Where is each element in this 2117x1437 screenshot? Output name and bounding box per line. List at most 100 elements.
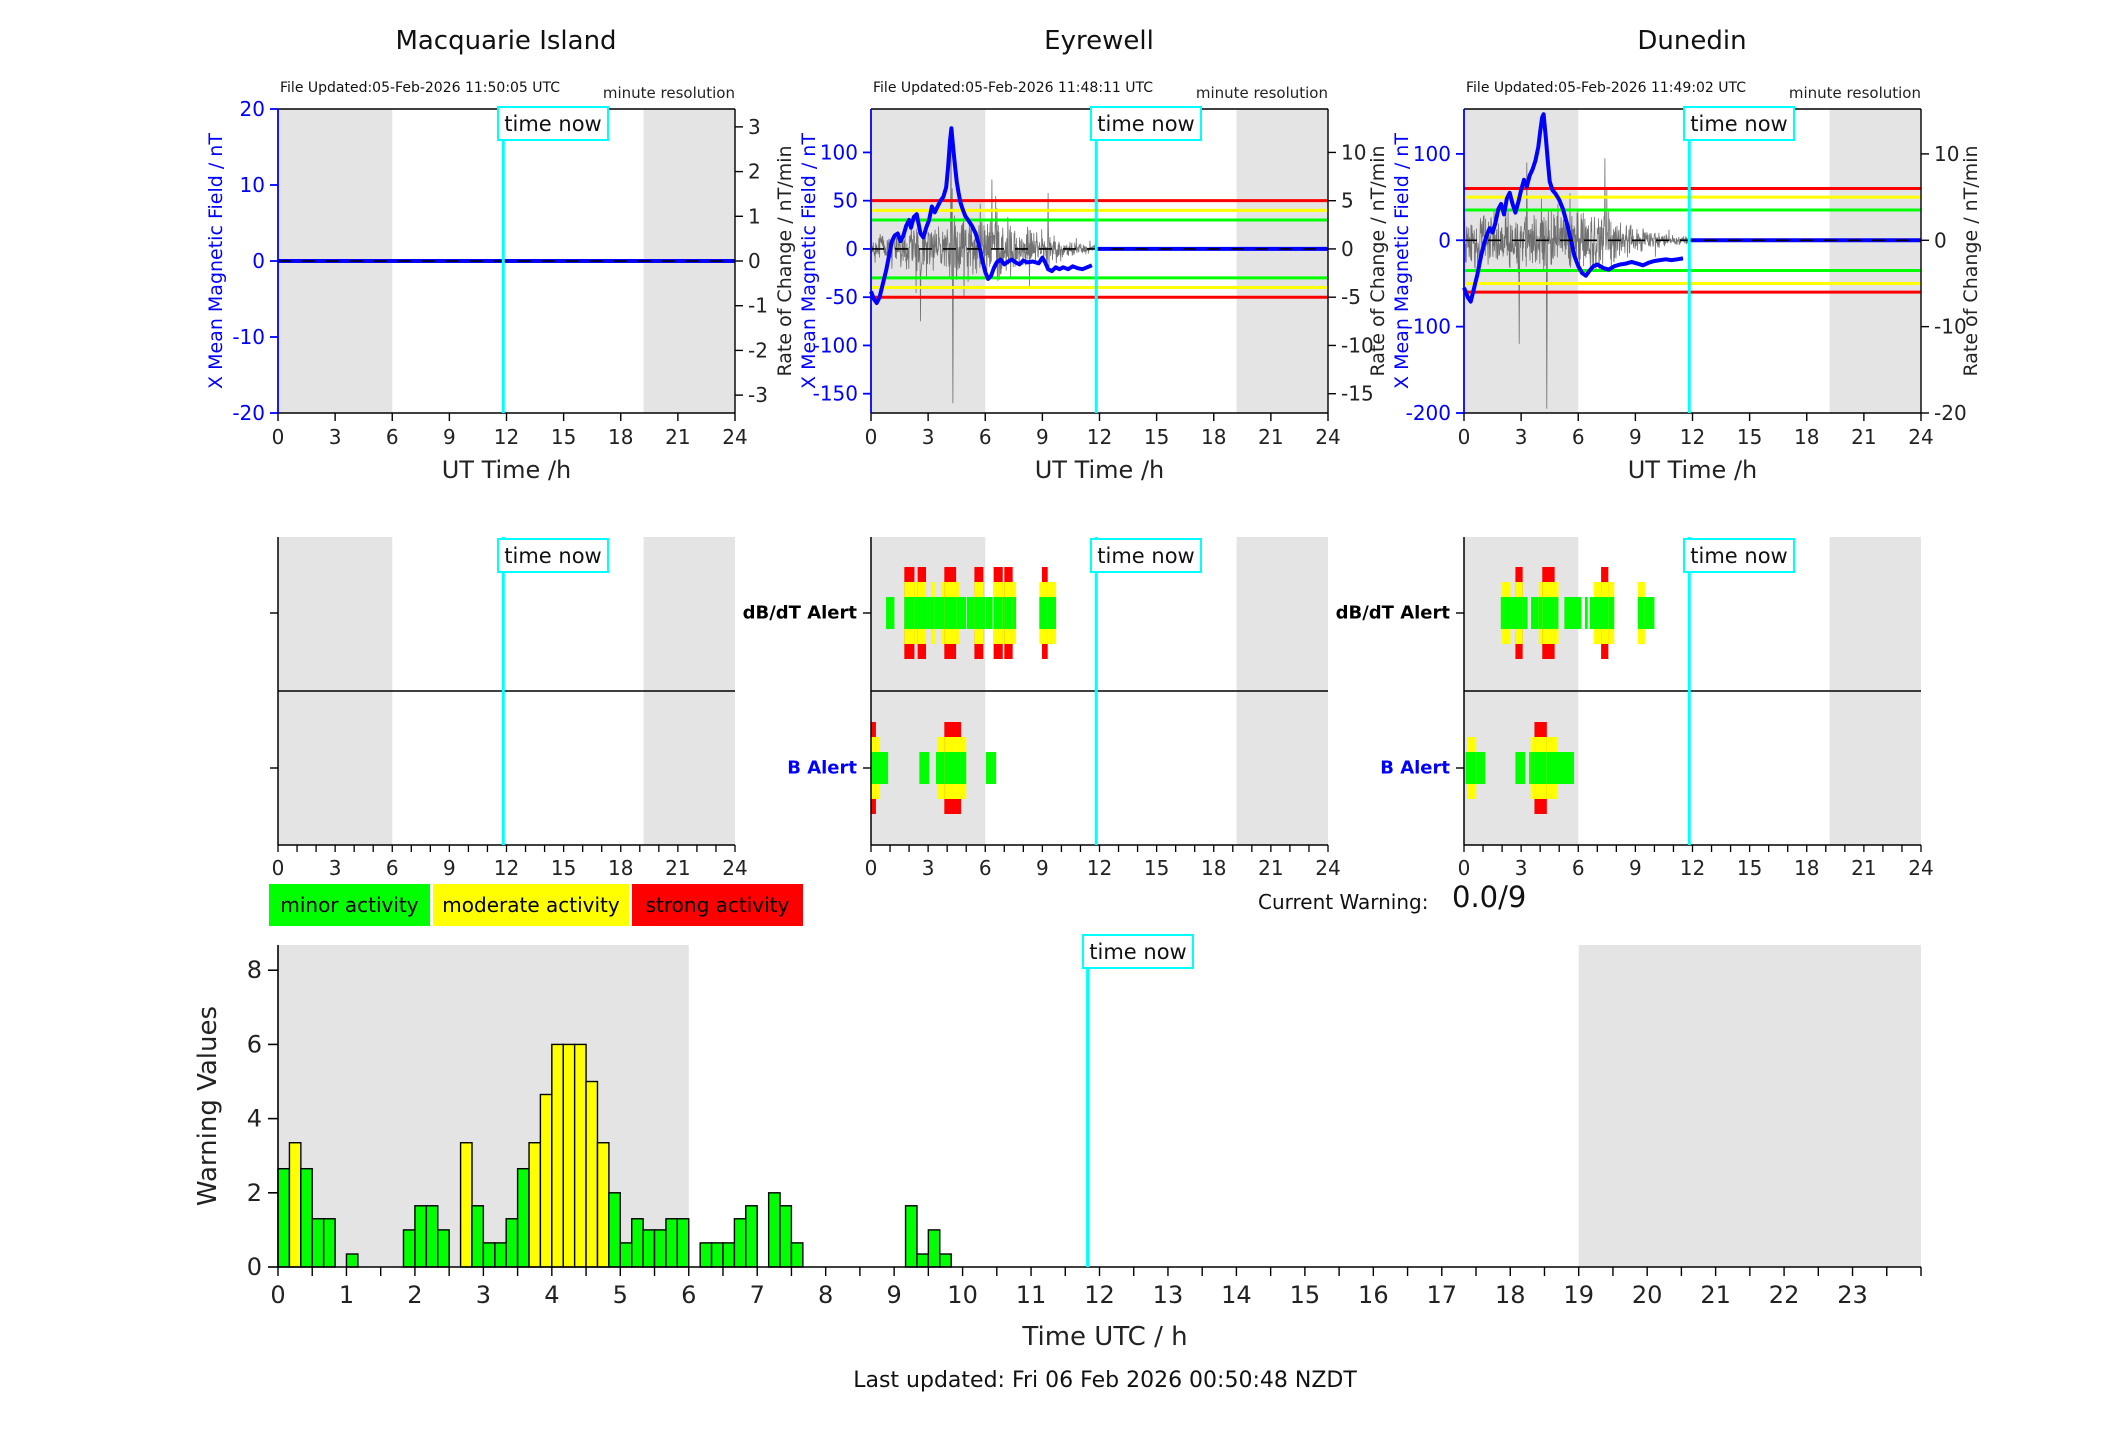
svg-text:6: 6 [247,1030,262,1058]
svg-text:3: 3 [1515,425,1528,449]
svg-text:12: 12 [1084,1281,1115,1309]
alert-bar-minor [993,597,1003,629]
warning-bar [414,1205,428,1268]
current-warning-label: Current Warning: [1258,890,1429,914]
warning-bar [471,1205,485,1268]
warning-bar [939,1253,952,1268]
alert-bar-minor [1554,597,1559,629]
time-now-box: time now [1090,538,1202,573]
alert-bar-minor [1538,597,1543,629]
warning-bar [551,1043,564,1268]
svg-text:9: 9 [886,1281,901,1309]
svg-text:0: 0 [1438,228,1451,252]
alert-bar-minor [1041,597,1048,629]
alert-bar-minor [1564,597,1582,629]
svg-text:21: 21 [1851,425,1876,449]
alert-bar-minor [1644,597,1655,629]
alert-bar-minor [1608,597,1615,629]
svg-text:18: 18 [1794,425,1819,449]
svg-text:24: 24 [722,425,747,449]
svg-text:20: 20 [240,97,265,121]
svg-text:15: 15 [1737,425,1762,449]
file-updated-dunedin: File Updated:05-Feb-2026 11:49:02 UTC [1466,80,1747,96]
svg-text:15: 15 [1144,856,1169,880]
svg-text:10: 10 [1341,140,1366,164]
svg-text:0: 0 [272,856,285,880]
time-now-box: time now [1082,934,1194,969]
svg-text:3: 3 [922,856,935,880]
svg-text:12: 12 [494,856,519,880]
alert-bar-minor [1515,597,1523,629]
svg-text:22: 22 [1769,1281,1800,1309]
b-alert-label: B Alert [1380,757,1450,779]
svg-text:21: 21 [1700,1281,1731,1309]
svg-text:9: 9 [443,856,456,880]
warning-bar [596,1142,610,1268]
warning-bar [699,1242,713,1268]
warning-bar [585,1080,599,1268]
svg-text:10: 10 [240,173,265,197]
svg-text:19: 19 [1563,1281,1594,1309]
svg-text:-150: -150 [813,382,858,406]
alert-bar-minor [1601,597,1609,629]
svg-text:12: 12 [1087,425,1112,449]
alert-bar-minor [1542,597,1555,629]
minute-resolution-label: minute resolution [602,84,735,102]
warning-bar [631,1218,644,1268]
svg-text:12: 12 [1680,856,1705,880]
warning-bar [619,1242,633,1268]
warning-bar [653,1229,667,1268]
alert-bar-minor [919,752,930,784]
svg-text:18: 18 [1495,1281,1526,1309]
svg-text:9: 9 [443,425,456,449]
right-axis-label: Rate of Change / nT/min [1367,145,1389,376]
svg-text:17: 17 [1427,1281,1458,1309]
warning-bar [562,1043,576,1268]
warning-bar [676,1218,690,1268]
alert-bar-minor [871,752,876,784]
warning-bar [277,1167,291,1268]
svg-text:23: 23 [1837,1281,1868,1309]
svg-text:15: 15 [1144,425,1169,449]
warning-bar [790,1242,804,1268]
warning-bar [642,1229,656,1268]
warning-bar [322,1218,336,1268]
legend-minor-activity: minor activity [269,884,430,926]
warning-bar [482,1242,496,1268]
db-dt-alert-label: dB/dT Alert [742,602,857,624]
svg-text:-15: -15 [1341,382,1374,406]
alert-bar-minor [974,597,984,629]
station-title-dunedin: Dunedin [1637,26,1747,56]
right-axis-label: Rate of Change / nT/min [1960,145,1982,376]
svg-text:3: 3 [329,856,342,880]
svg-text:-10: -10 [1341,333,1374,357]
db-dt-alert-label: dB/dT Alert [1335,602,1450,624]
alert-bar-minor [1012,597,1017,629]
alert-bar-minor [904,597,915,629]
rate-of-change-noise-trace [1463,158,1690,409]
svg-text:3: 3 [922,425,935,449]
alert-bar-minor [1584,597,1588,629]
left-axis-label: X Mean Magnetic Field / nT [205,133,227,389]
alert-bar-minor [1589,597,1594,629]
alert-bar-minor [934,597,942,629]
mean-field-series [869,126,1093,305]
alert-bar-minor [1530,752,1535,784]
svg-text:6: 6 [979,856,992,880]
svg-text:24: 24 [1908,856,1933,880]
warning-bar [710,1242,724,1268]
alert-bar-minor [1465,752,1468,784]
alert-bar-minor [886,597,895,629]
time-now-box: time now [1090,106,1202,141]
svg-text:15: 15 [551,425,576,449]
alert-bar-minor [917,597,927,629]
svg-text:9: 9 [1036,425,1049,449]
svg-text:18: 18 [1201,856,1226,880]
warning-bar [300,1167,313,1268]
alert-bar-minor [986,752,997,784]
file-updated-eyrewell: File Updated:05-Feb-2026 11:48:11 UTC [873,80,1154,96]
svg-text:24: 24 [1315,425,1340,449]
alert-panel-dunedin: 0 3 6 9 12 15 18 21 24 [1456,537,1934,880]
